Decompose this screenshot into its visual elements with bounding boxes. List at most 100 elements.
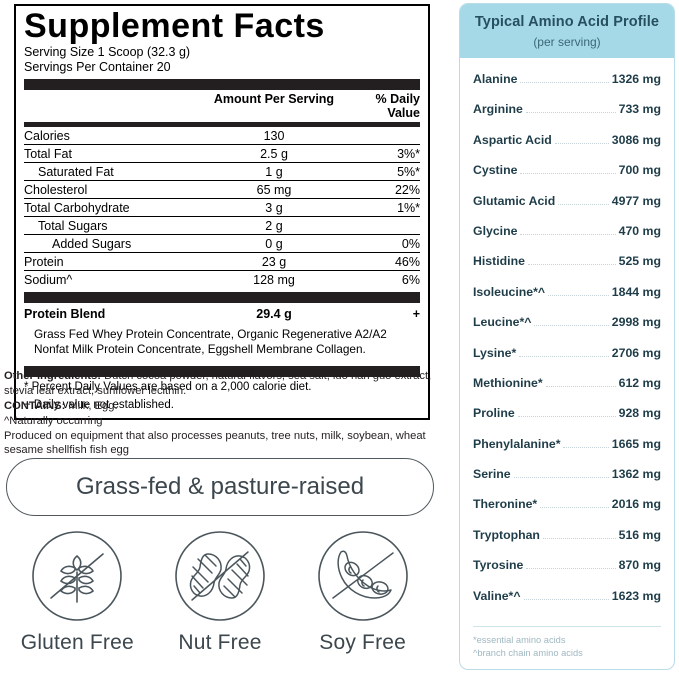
footnote-daily-value-not-established: + Daily value not established.: [24, 399, 174, 412]
dotted-leader: [534, 325, 609, 327]
dotted-leader: [527, 264, 616, 266]
contains-text: Milk, Egg.: [65, 399, 118, 412]
amino-acid-name: Theronine*: [473, 497, 538, 512]
divider-thick-blend: [24, 292, 420, 304]
dotted-leader: [542, 537, 616, 539]
nutrition-row: Protein 23 g 46%: [24, 252, 420, 270]
contains-label: CONTAINS:: [4, 399, 66, 412]
nutrition-rows: Calories 130 Total Fat 2.5 g 3%* Saturated Fa…: [24, 127, 420, 288]
grass-fed-label: Grass-fed & pasture-raised: [75, 473, 365, 500]
badge-gluten-free: Gluten Free: [8, 526, 146, 655]
daily-value-header: % Daily Value: [375, 92, 420, 121]
protein-blend-dv: +: [412, 307, 420, 322]
dotted-leader: [525, 112, 616, 114]
amino-acid-row: Serine 1362 mg: [473, 459, 661, 489]
amino-acid-name: Leucine*^: [473, 315, 532, 330]
dotted-leader: [517, 416, 616, 418]
amino-acid-row: Cystine 700 mg: [473, 155, 661, 185]
ingredients-block: Other ingredients: Dutch cocoa powder, n…: [4, 369, 444, 458]
amino-acid-name: Cystine: [473, 163, 518, 178]
nutrient-name: Protein: [24, 254, 64, 269]
nutrient-daily-value: 5%*: [397, 164, 420, 179]
nutrition-row: Saturated Fat 1 g 5%*: [24, 162, 420, 180]
dotted-leader: [519, 355, 609, 357]
amino-acid-value: 733 mg: [618, 102, 661, 117]
dotted-leader: [520, 82, 609, 83]
amino-acid-name: Tryptophan: [473, 527, 540, 542]
amino-panel-subtitle: (per serving): [533, 35, 601, 49]
nutrition-row: Cholesterol 65 mg 22%: [24, 180, 420, 198]
nutrient-daily-value: 46%: [394, 254, 420, 269]
amino-acid-profile-panel: Typical Amino Acid Profile (per serving)…: [459, 3, 675, 670]
nutrition-row: Sodium^ 128 mg 6%: [24, 270, 420, 288]
nutrient-name: Total Sugars: [38, 218, 108, 233]
nutrient-daily-value: [349, 129, 420, 143]
footnote-essential: *essential amino acids: [473, 634, 566, 645]
amino-panel-title: Typical Amino Acid Profile: [474, 14, 660, 30]
amino-acid-name: Glycine: [473, 223, 518, 238]
supplement-facts-panel: Supplement Facts Serving Size 1 Scoop (3…: [14, 4, 430, 421]
amino-acid-value: 870 mg: [618, 558, 661, 573]
contains-line: CONTAINS: Milk, Egg.: [4, 399, 444, 414]
amino-acid-name: Lysine*: [473, 345, 517, 360]
dotted-leader: [554, 142, 609, 144]
badge-soy-free-label: Soy Free: [319, 631, 407, 654]
amino-panel-header: Typical Amino Acid Profile (per serving): [460, 4, 674, 58]
nutrition-column-headers: Amount Per Serving % Daily Value: [24, 90, 420, 122]
amino-acid-value: 2998 mg: [611, 315, 661, 330]
amino-acid-name: Tyrosine: [473, 558, 524, 573]
amino-acid-value: 525 mg: [618, 254, 661, 269]
protein-blend-amount: 29.4 g: [256, 307, 292, 322]
amino-acid-row: Methionine* 612 mg: [473, 368, 661, 398]
amino-acid-value: 470 mg: [618, 223, 661, 238]
divider-thick-top: [24, 79, 420, 91]
amino-acid-name: Proline: [473, 406, 515, 421]
servings-per-container: Servings Per Container 20: [24, 59, 171, 74]
other-ingredients-text: Dutch cocoa powder, natural flavors, sea…: [4, 370, 432, 397]
dotted-leader: [548, 294, 609, 296]
protein-blend-row: Protein Blend 29.4 g +: [24, 303, 420, 324]
amino-acid-row: Lysine* 2706 mg: [473, 338, 661, 368]
nutrient-amount: 2 g: [265, 218, 283, 233]
amino-acid-row: Histidine 525 mg: [473, 246, 661, 276]
nutrient-daily-value: 1%*: [397, 200, 420, 215]
nutrient-name: Calories: [24, 128, 70, 143]
amino-acid-row: Tyrosine 870 mg: [473, 550, 661, 580]
other-ingredients-line: Other ingredients: Dutch cocoa powder, n…: [4, 369, 444, 399]
dotted-leader: [523, 598, 609, 600]
badge-soy-free: Soy Free: [294, 526, 432, 655]
amino-acid-value: 1665 mg: [611, 436, 661, 451]
dotted-leader: [545, 385, 616, 387]
footnote-daily-values: * Percent Daily Values are based on a 2,…: [24, 381, 312, 394]
amino-acid-row: Phenylalanine* 1665 mg: [473, 429, 661, 459]
amino-panel-footnotes: *essential amino acids ^branch chain ami…: [473, 625, 661, 669]
other-ingredients-label: Other ingredients:: [4, 370, 101, 382]
amino-acid-value: 3086 mg: [611, 132, 661, 147]
peanut-crossed-icon: [175, 531, 265, 621]
nutrient-amount: 65 mg: [256, 182, 292, 197]
nutrient-name: Sodium^: [24, 272, 73, 287]
amino-acid-value: 1326 mg: [611, 72, 661, 86]
amino-acid-row: Leucine*^ 2998 mg: [473, 307, 661, 337]
nutrient-name: Total Carbohydrate: [24, 200, 130, 215]
dotted-leader: [540, 507, 609, 509]
amino-acid-value: 4977 mg: [611, 193, 661, 208]
nutrient-daily-value: 3%*: [397, 146, 420, 161]
amino-acid-row: Aspartic Acid 3086 mg: [473, 125, 661, 155]
nutrient-daily-value: 22%: [394, 182, 420, 197]
nutrition-row: Calories 130: [24, 127, 420, 144]
dotted-leader: [558, 203, 609, 205]
equipment-warning: Produced on equipment that also processe…: [4, 429, 426, 457]
nutrient-amount: 2.5 g: [260, 146, 288, 161]
amino-acid-name: Serine: [473, 467, 511, 482]
amino-acid-value: 1623 mg: [611, 588, 661, 603]
nutrient-name: Total Fat: [24, 146, 72, 161]
nutrient-daily-value: 6%: [401, 272, 420, 287]
nutrition-row: Added Sugars 0 g 0%: [24, 234, 420, 252]
amino-acid-value: 612 mg: [618, 375, 661, 390]
amino-acid-row: Proline 928 mg: [473, 398, 661, 428]
amino-acid-name: Aspartic Acid: [473, 132, 552, 147]
wheat-crossed-icon: [32, 531, 123, 621]
badge-gluten-free-label: Gluten Free: [20, 631, 134, 654]
amino-acid-name: Glutamic Acid: [473, 193, 556, 208]
